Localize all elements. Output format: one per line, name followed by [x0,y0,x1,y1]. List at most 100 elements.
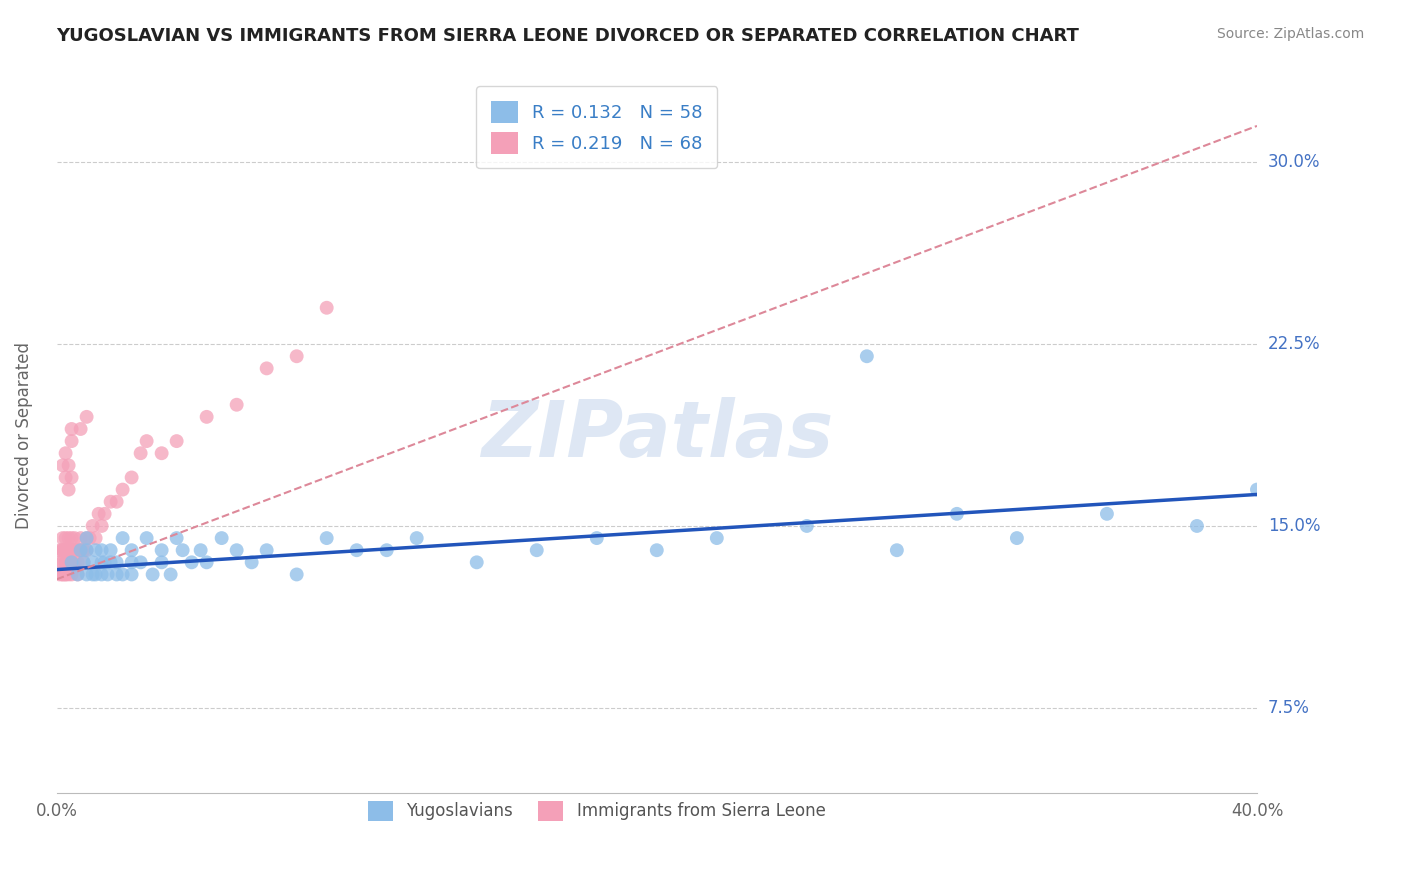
Point [76,531,98,545]
Text: 30.0%: 30.0% [1268,153,1320,171]
Point [55,446,77,460]
Text: 15.0%: 15.0% [1268,517,1320,535]
Point [105,555,128,569]
Point [405,531,427,545]
Point [129,446,152,460]
Point [225,398,247,412]
Point [52,555,75,569]
Text: YUGOSLAVIAN VS IMMIGRANTS FROM SIERRA LEONE DIVORCED OR SEPARATED CORRELATION CH: YUGOSLAVIAN VS IMMIGRANTS FROM SIERRA LE… [56,27,1080,45]
Point [58,458,80,473]
Point [79,531,101,545]
Point [66,567,89,582]
Point [1185,519,1208,533]
Point [82,567,104,582]
Point [72,555,94,569]
Point [60,555,83,569]
Point [90,519,112,533]
Point [76,543,98,558]
Point [97,567,120,582]
Point [52,567,75,582]
Point [69,543,91,558]
Point [48,555,70,569]
Point [63,531,86,545]
Point [63,543,86,558]
Point [60,543,83,558]
Y-axis label: Divorced or Separated: Divorced or Separated [15,342,32,529]
Point [150,555,173,569]
Point [1246,483,1268,497]
Point [135,531,157,545]
Point [60,531,83,545]
Point [48,543,70,558]
Point [526,543,548,558]
Point [946,507,969,521]
Point [60,567,83,582]
Point [72,543,94,558]
Point [886,543,908,558]
Point [66,543,89,558]
Legend: Yugoslavians, Immigrants from Sierra Leone: Yugoslavians, Immigrants from Sierra Leo… [354,788,839,834]
Point [55,555,77,569]
Point [90,555,112,569]
Point [76,409,98,424]
Point [240,555,263,569]
Point [60,555,83,569]
Point [90,567,112,582]
Point [1095,507,1118,521]
Point [63,555,86,569]
Point [93,555,115,569]
Point [66,567,89,582]
Point [76,567,98,582]
Point [84,543,107,558]
Point [52,458,75,473]
Point [142,567,165,582]
Point [55,470,77,484]
Point [69,422,91,436]
Point [48,567,70,582]
Point [55,543,77,558]
Point [105,494,128,508]
Point [166,434,188,449]
Point [211,531,233,545]
Point [55,567,77,582]
Text: Source: ZipAtlas.com: Source: ZipAtlas.com [1216,27,1364,41]
Point [121,567,143,582]
Point [55,567,77,582]
Point [60,422,83,436]
Point [190,543,212,558]
Point [69,531,91,545]
Point [285,567,308,582]
Point [58,543,80,558]
Point [105,567,128,582]
Point [90,543,112,558]
Point [58,567,80,582]
Point [195,409,218,424]
Point [52,543,75,558]
Point [60,470,83,484]
Point [121,555,143,569]
Point [285,349,308,363]
Point [60,555,83,569]
Point [111,483,134,497]
Point [121,470,143,484]
Point [76,543,98,558]
Point [82,519,104,533]
Point [55,543,77,558]
Point [58,555,80,569]
Point [180,555,202,569]
Point [66,555,89,569]
Point [796,519,818,533]
Text: 22.5%: 22.5% [1268,335,1320,353]
Point [129,555,152,569]
Point [256,543,278,558]
Point [856,349,879,363]
Text: 7.5%: 7.5% [1268,698,1310,717]
Point [69,543,91,558]
Point [375,543,398,558]
Point [76,531,98,545]
Point [150,446,173,460]
Point [315,531,337,545]
Point [52,531,75,545]
Point [172,543,194,558]
Point [706,531,728,545]
